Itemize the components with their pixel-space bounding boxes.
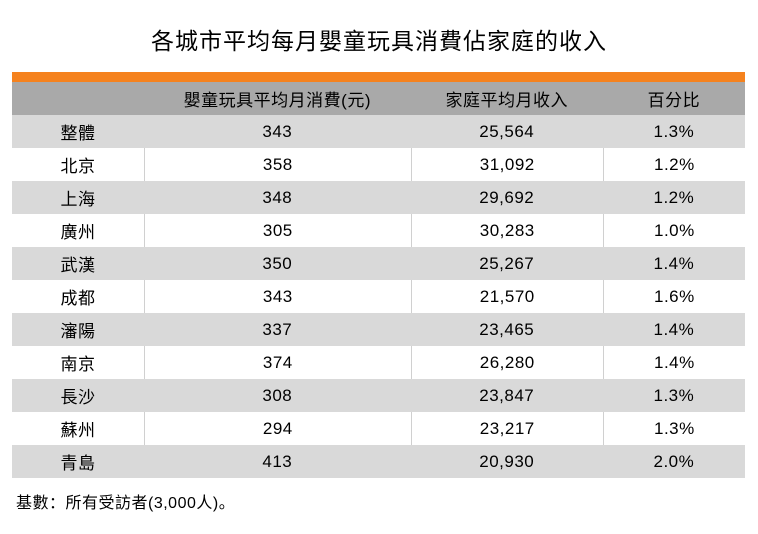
pct-cell: 1.4% <box>653 253 695 273</box>
city-cell: 北京 <box>60 157 96 176</box>
table-row: 廣州 305 30,283 1.0% <box>12 214 745 247</box>
pct-cell: 1.2% <box>653 187 695 207</box>
header-toy-spend: 嬰童玩具平均月消費(元) <box>183 91 371 110</box>
income-cell: 21,570 <box>410 280 603 313</box>
pct-cell: 1.3% <box>602 412 745 445</box>
pct-cell: 1.6% <box>602 280 745 313</box>
income-cell: 25,564 <box>479 121 535 141</box>
table-row: 蘇州 294 23,217 1.3% <box>12 412 745 445</box>
table-row: 武漢 350 25,267 1.4% <box>12 247 745 280</box>
table-header-row: 嬰童玩具平均月消費(元) 家庭平均月收入 百分比 <box>12 82 745 115</box>
toy-spend-cell: 294 <box>143 412 411 445</box>
toy-spend-cell: 343 <box>262 121 293 141</box>
income-cell: 29,692 <box>479 187 535 207</box>
city-cell: 整體 <box>60 124 96 143</box>
income-cell: 25,267 <box>479 253 535 273</box>
income-cell: 23,465 <box>479 319 535 339</box>
pct-cell: 1.3% <box>653 121 695 141</box>
header-percentage: 百分比 <box>647 91 701 110</box>
toy-spend-cell: 337 <box>262 319 293 339</box>
table-row: 北京 358 31,092 1.2% <box>12 148 745 181</box>
city-cell: 南京 <box>60 355 96 374</box>
city-cell: 上海 <box>60 190 96 209</box>
table-row: 成都 343 21,570 1.6% <box>12 280 745 313</box>
pct-cell: 1.3% <box>653 385 695 405</box>
pct-cell: 1.4% <box>653 319 695 339</box>
pct-cell: 1.4% <box>602 346 745 379</box>
toy-spend-cell: 358 <box>143 148 411 181</box>
table-row: 長沙 308 23,847 1.3% <box>12 379 745 412</box>
toy-spend-cell: 343 <box>143 280 411 313</box>
city-cell: 廣州 <box>60 223 96 242</box>
income-cell: 26,280 <box>410 346 603 379</box>
toy-spend-cell: 413 <box>262 451 293 471</box>
toy-spend-cell: 348 <box>262 187 293 207</box>
income-cell: 31,092 <box>410 148 603 181</box>
toy-spend-cell: 374 <box>143 346 411 379</box>
data-table: 嬰童玩具平均月消費(元) 家庭平均月收入 百分比 整體 343 25,564 1… <box>12 72 745 478</box>
page-title: 各城市平均每月嬰童玩具消費佔家庭的收入 <box>151 28 607 54</box>
table-row: 南京 374 26,280 1.4% <box>12 346 745 379</box>
table-row: 瀋陽 337 23,465 1.4% <box>12 313 745 346</box>
table-body: 整體 343 25,564 1.3% 北京 358 31,092 1.2% 上海… <box>12 115 745 478</box>
pct-cell: 1.0% <box>602 214 745 247</box>
city-cell: 青島 <box>60 454 96 473</box>
toy-spend-cell: 305 <box>143 214 411 247</box>
table-row: 整體 343 25,564 1.3% <box>12 115 745 148</box>
table-row: 上海 348 29,692 1.2% <box>12 181 745 214</box>
income-cell: 30,283 <box>410 214 603 247</box>
city-cell: 蘇州 <box>60 421 96 440</box>
header-city <box>12 82 144 115</box>
pct-cell: 2.0% <box>653 451 695 471</box>
city-cell: 長沙 <box>60 388 96 407</box>
accent-bar <box>12 72 745 82</box>
toy-spend-cell: 350 <box>262 253 293 273</box>
header-income: 家庭平均月收入 <box>445 91 568 110</box>
income-cell: 20,930 <box>479 451 535 471</box>
pct-cell: 1.2% <box>602 148 745 181</box>
city-cell: 成都 <box>60 289 96 308</box>
city-cell: 武漢 <box>60 256 96 275</box>
income-cell: 23,217 <box>410 412 603 445</box>
toy-spend-cell: 308 <box>262 385 293 405</box>
city-cell: 瀋陽 <box>60 322 96 341</box>
base-note: 基數：所有受訪者(3,000人)。 <box>16 495 236 512</box>
income-cell: 23,847 <box>479 385 535 405</box>
table-row: 青島 413 20,930 2.0% <box>12 445 745 478</box>
